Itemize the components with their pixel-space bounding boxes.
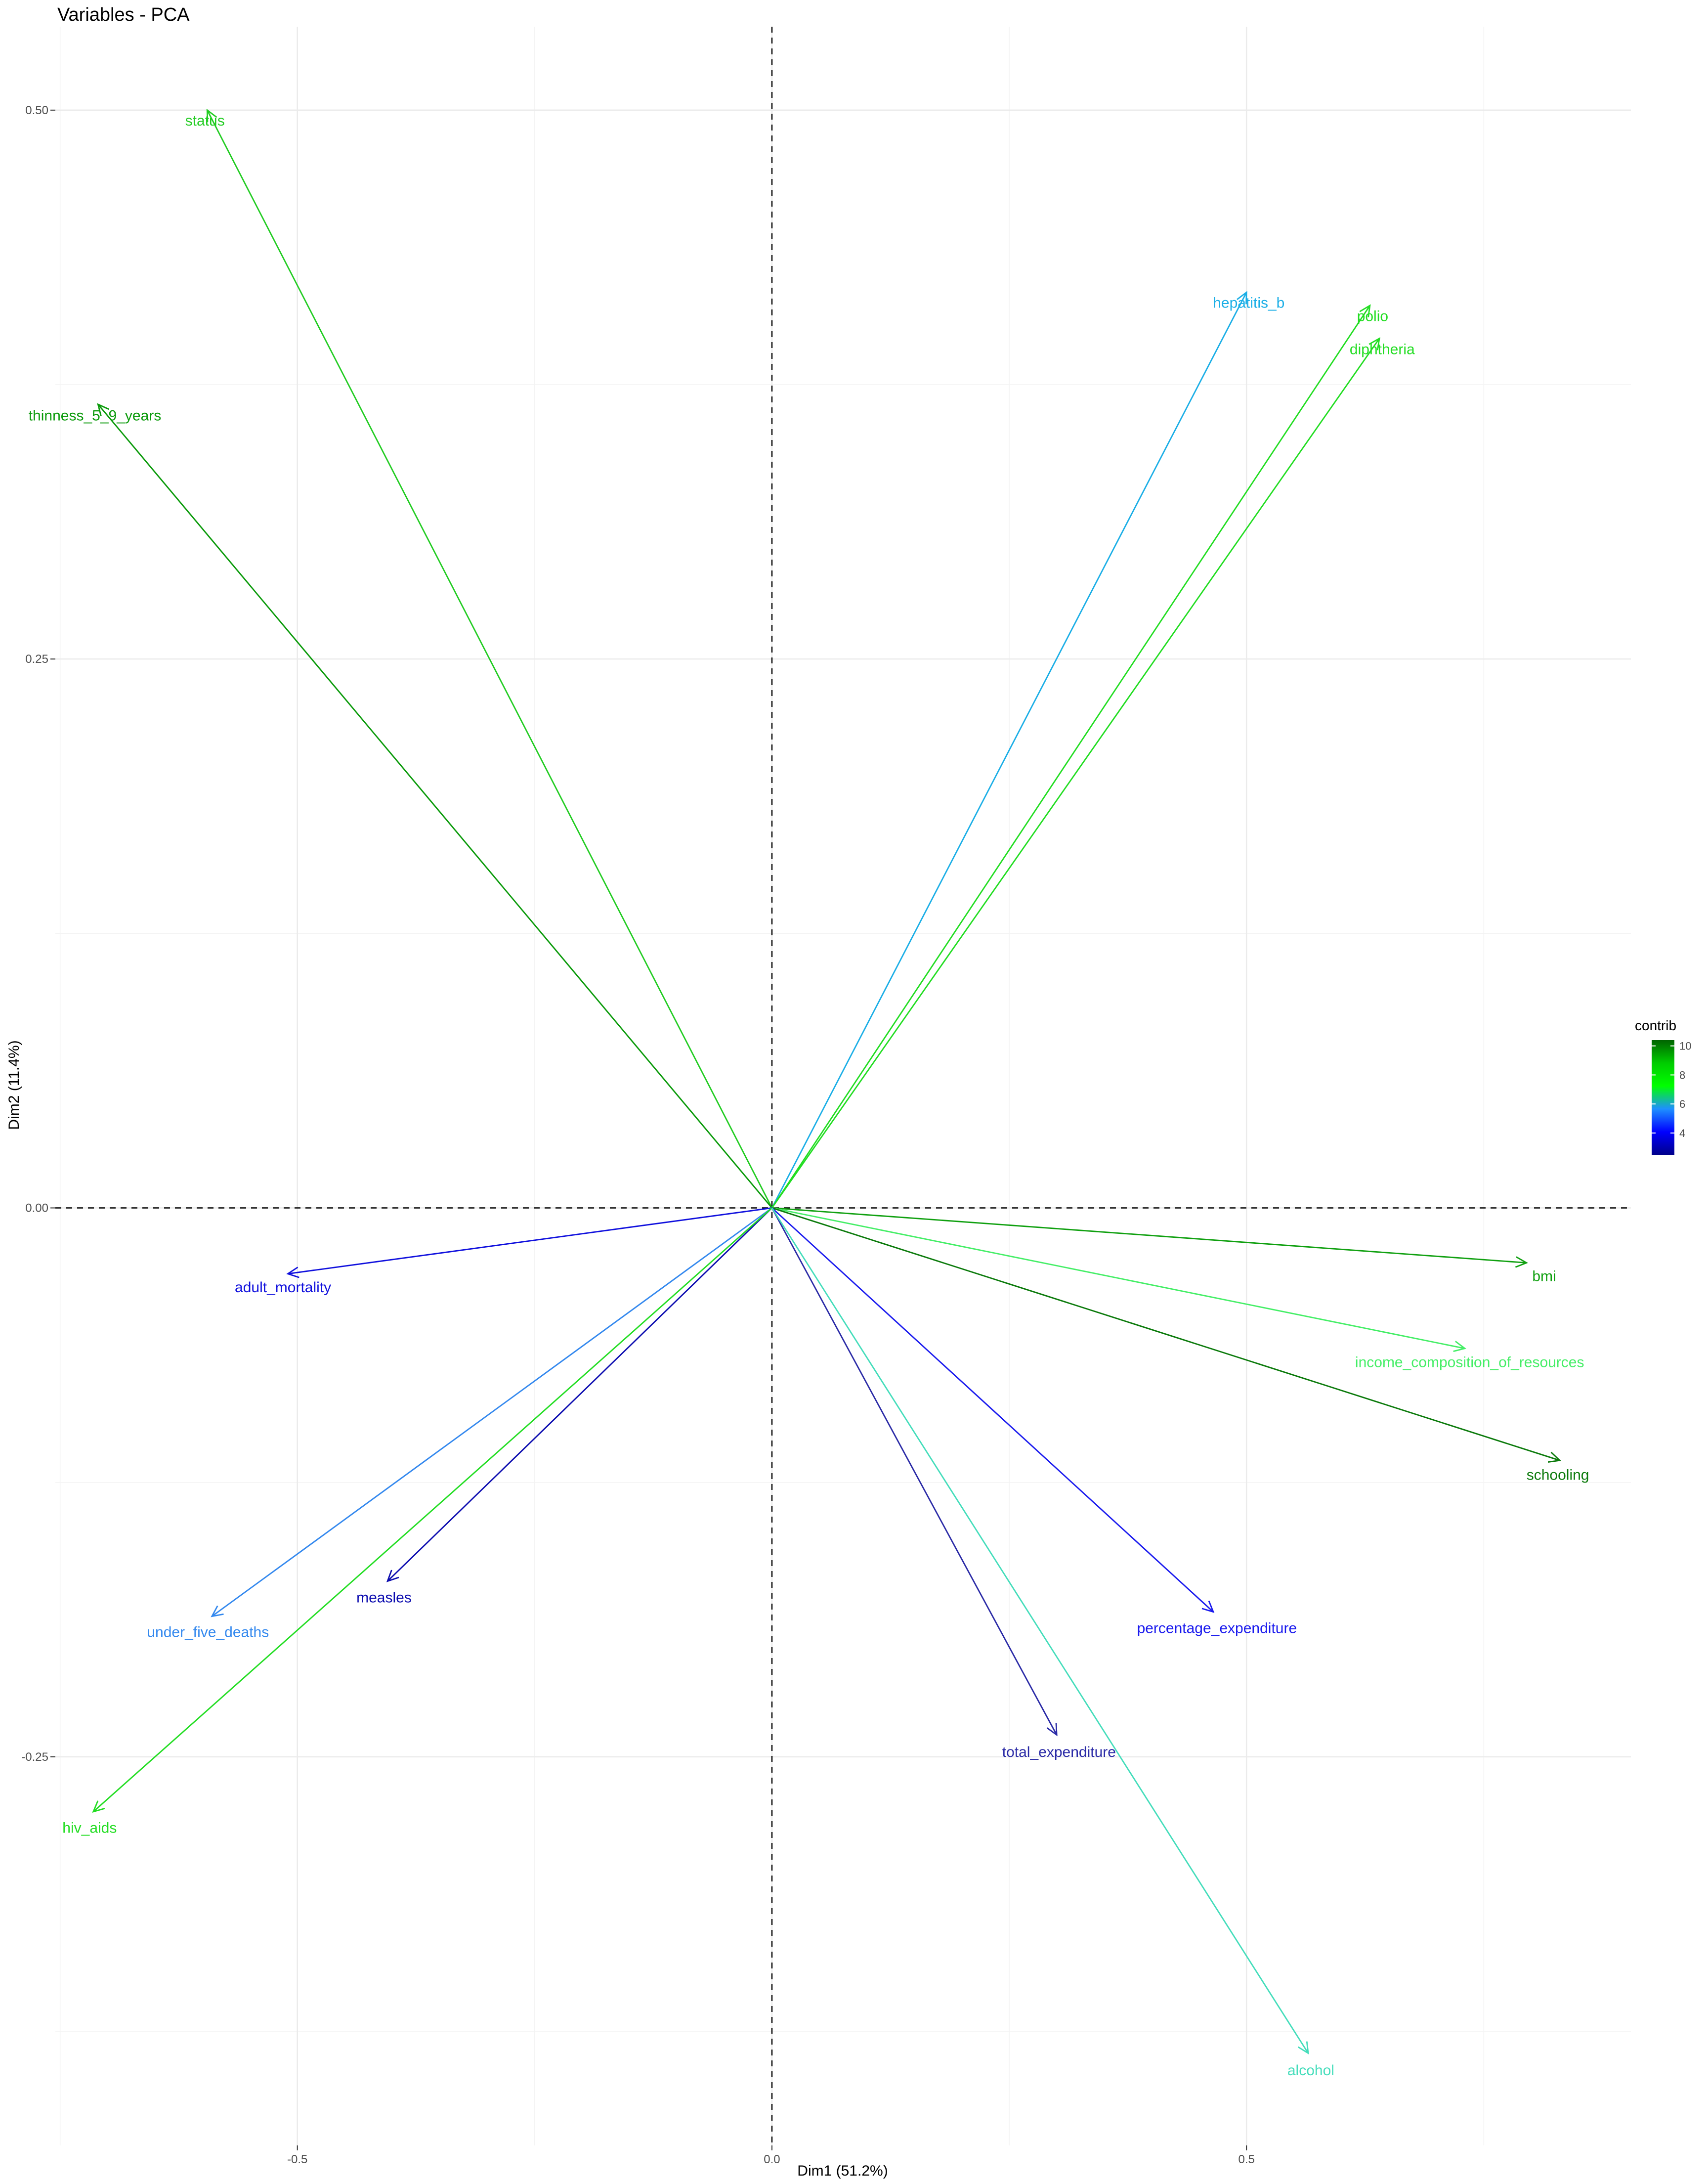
variable-label: percentage_expenditure [1137, 1620, 1297, 1636]
legend-title: contrib [1635, 1018, 1676, 1033]
arrow-shaft [387, 1207, 772, 1582]
variable-label: income_composition_of_resources [1355, 1354, 1584, 1371]
arrow-shaft [771, 1207, 1058, 1736]
arrow-hiv-aids [92, 1207, 772, 1813]
arrow-head [92, 1800, 105, 1813]
arrow-head [1359, 304, 1371, 318]
axis-ticks: -0.5 0.0 0.5 -0.25 0.00 0.25 0.50 [21, 104, 1255, 2166]
arrow-hepatitis-b [771, 291, 1247, 1209]
arrow-adult-mortality [286, 1207, 772, 1278]
variable-label: status [185, 113, 225, 129]
arrow-head [1046, 1723, 1058, 1737]
y-tick-label: 0.50 [25, 104, 48, 117]
arrow-shaft [771, 1207, 1214, 1613]
arrow-shaft [771, 338, 1380, 1209]
variable-label: alcohol [1287, 2062, 1334, 2079]
arrow-head [1515, 1256, 1528, 1268]
arrow-head [1201, 1600, 1215, 1613]
arrow-shaft [92, 1207, 772, 1812]
y-axis-title: Dim2 (11.4%) [6, 1040, 22, 1130]
arrow-shaft [771, 305, 1371, 1209]
arrow-shaft [771, 1207, 1560, 1461]
variable-label: total_expenditure [1002, 1744, 1116, 1760]
arrow-thinness-5-9-years [97, 403, 773, 1209]
x-axis-title: Dim1 (51.2%) [797, 2163, 888, 2179]
arrow-head [1237, 291, 1247, 305]
legend-tick-label: 6 [1679, 1098, 1685, 1110]
variable-label: bmi [1532, 1268, 1556, 1284]
arrow-shaft [288, 1207, 772, 1275]
arrow-shaft [771, 292, 1247, 1209]
arrow-percentage-expenditure [771, 1207, 1215, 1613]
arrow-status [206, 108, 773, 1209]
legend-color-bar [1652, 1040, 1674, 1155]
y-tick-label: -0.25 [21, 1750, 48, 1764]
arrow-head [1453, 1341, 1467, 1353]
chart-title: Variables - PCA [57, 4, 190, 25]
variable-label: hepatitis_b [1213, 295, 1284, 311]
legend-tick-label: 10 [1679, 1040, 1691, 1052]
y-tick-label: 0.00 [25, 1202, 48, 1215]
variable-label: thinness_5_9_years [29, 407, 162, 424]
arrow-diphtheria [771, 337, 1380, 1209]
arrow-head [1548, 1451, 1562, 1463]
arrow-head [1368, 337, 1380, 350]
contrib-legend: contrib 4 6 8 10 [1635, 1018, 1691, 1155]
variable-arrows [92, 108, 1562, 2055]
variable-label: schooling [1527, 1467, 1589, 1483]
variable-label: measles [356, 1590, 412, 1606]
arrow-shaft [771, 1207, 1309, 2054]
arrow-head [1297, 2041, 1309, 2055]
arrow-shaft [207, 110, 773, 1209]
y-tick-label: 0.25 [25, 653, 48, 666]
variable-label: diphtheria [1350, 341, 1415, 357]
arrow-bmi [771, 1207, 1528, 1268]
arrow-under-five-deaths [211, 1207, 772, 1617]
arrow-total-expenditure [771, 1207, 1058, 1737]
arrow-shaft [771, 1207, 1465, 1350]
arrow-income-composition-of-resources [771, 1207, 1467, 1353]
variable-labels: status thinness_5_9_years hepatitis_bpolio… [29, 113, 1589, 2079]
arrow-head [206, 108, 217, 122]
arrow-shaft [97, 404, 773, 1209]
arrow-head [97, 403, 109, 416]
variable-label: adult_mortality [235, 1279, 331, 1296]
arrow-head [211, 1605, 224, 1617]
arrow-alcohol [771, 1207, 1309, 2055]
arrow-schooling [771, 1207, 1562, 1463]
variable-label: hiv_aids [62, 1820, 117, 1836]
x-tick-label: -0.5 [287, 2153, 307, 2166]
arrow-head [386, 1570, 399, 1582]
legend-tick-label: 8 [1679, 1069, 1685, 1081]
arrow-polio [771, 304, 1371, 1209]
legend-tick-label: 4 [1679, 1127, 1685, 1139]
x-tick-label: 0.0 [764, 2153, 780, 2166]
arrow-measles [386, 1207, 772, 1582]
arrow-head [286, 1266, 299, 1278]
x-tick-label: 0.5 [1238, 2153, 1255, 2166]
arrow-shaft [212, 1207, 772, 1617]
arrow-shaft [771, 1207, 1527, 1264]
variable-label: polio [1357, 308, 1388, 325]
reference-lines [55, 27, 1631, 2145]
variable-label: under_five_deaths [147, 1624, 269, 1641]
